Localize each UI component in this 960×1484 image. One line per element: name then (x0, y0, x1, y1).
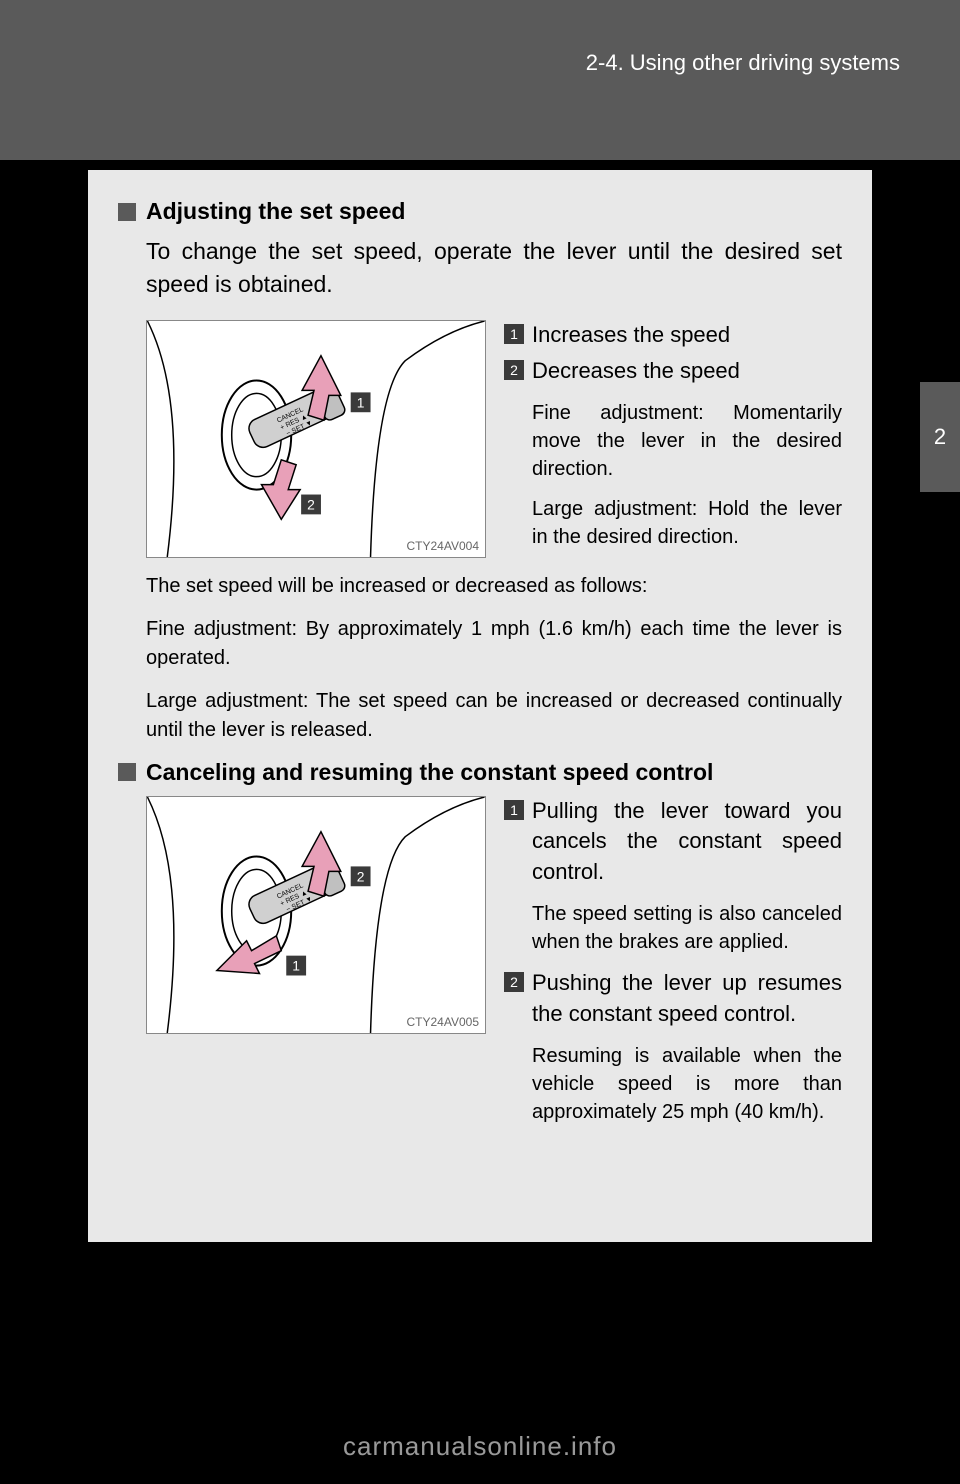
item-text: Decreases the speed (532, 356, 740, 387)
figure-row-2: CANCEL + RES ▲ − SET ▼ 2 1 CTY (146, 796, 842, 1126)
item-increase: 1 Increases the speed (504, 320, 842, 351)
heading-text: Canceling and resuming the constant spee… (146, 759, 713, 786)
sub-resume: Resuming is available when the vehicle s… (532, 1042, 842, 1126)
sub-fine: Fine adjustment: Momentarily move the le… (532, 399, 842, 483)
svg-text:2: 2 (307, 496, 315, 512)
svg-text:2: 2 (357, 868, 365, 884)
right-col-1: 1 Increases the speed 2 Decreases the sp… (504, 320, 842, 558)
intro-text: To change the set speed, operate the lev… (146, 235, 842, 302)
right-col-2: 1 Pulling the lever toward you cancels t… (504, 796, 842, 1126)
badge-1-icon: 1 (504, 800, 524, 820)
watermark: carmanualsonline.info (0, 1431, 960, 1462)
chapter-tab: 2 (920, 382, 960, 492)
figure-row-1: CANCEL + RES ▲ − SET ▼ 1 2 CTY (146, 320, 842, 558)
content-box: Adjusting the set speed To change the se… (88, 170, 872, 1242)
section-label: 2-4. Using other driving systems (586, 50, 900, 76)
heading-adjust: Adjusting the set speed (118, 198, 842, 225)
item-decrease: 2 Decreases the speed (504, 356, 842, 387)
figure-adjust: CANCEL + RES ▲ − SET ▼ 1 2 CTY (146, 320, 486, 558)
figure-id: CTY24AV004 (407, 539, 480, 553)
svg-text:1: 1 (357, 394, 365, 410)
heading-cancel: Canceling and resuming the constant spee… (118, 759, 842, 786)
bullet-icon (118, 203, 136, 221)
note-fine: Fine adjustment: By approximately 1 mph … (146, 615, 842, 673)
bullet-icon (118, 763, 136, 781)
note-large: Large adjustment: The set speed can be i… (146, 687, 842, 745)
item-text: Pulling the lever toward you cancels the… (532, 796, 842, 888)
figure-cancel: CANCEL + RES ▲ − SET ▼ 2 1 CTY (146, 796, 486, 1034)
sub-large: Large adjustment: Hold the lever in the … (532, 495, 842, 551)
badge-2-icon: 2 (504, 360, 524, 380)
sub-cancel: The speed setting is also canceled when … (532, 900, 842, 956)
item-resume: 2 Pushing the lever up resumes the const… (504, 968, 842, 1030)
badge-2-icon: 2 (504, 972, 524, 992)
header-bar: 2-4. Using other driving systems (0, 0, 960, 160)
item-cancel: 1 Pulling the lever toward you cancels t… (504, 796, 842, 888)
heading-text: Adjusting the set speed (146, 198, 405, 225)
item-text: Pushing the lever up resumes the constan… (532, 968, 842, 1030)
svg-text:1: 1 (292, 957, 300, 973)
item-text: Increases the speed (532, 320, 730, 351)
note-intro: The set speed will be increased or decre… (146, 572, 842, 601)
figure-id: CTY24AV005 (407, 1015, 480, 1029)
badge-1-icon: 1 (504, 324, 524, 344)
